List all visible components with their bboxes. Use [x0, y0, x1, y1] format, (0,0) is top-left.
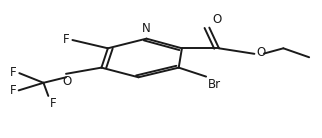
Text: F: F	[10, 66, 17, 79]
Text: N: N	[142, 22, 151, 35]
Text: F: F	[9, 84, 16, 97]
Text: F: F	[50, 97, 57, 110]
Text: O: O	[213, 13, 222, 26]
Text: F: F	[63, 33, 70, 46]
Text: O: O	[256, 46, 265, 59]
Text: Br: Br	[208, 78, 221, 91]
Text: O: O	[62, 75, 71, 88]
